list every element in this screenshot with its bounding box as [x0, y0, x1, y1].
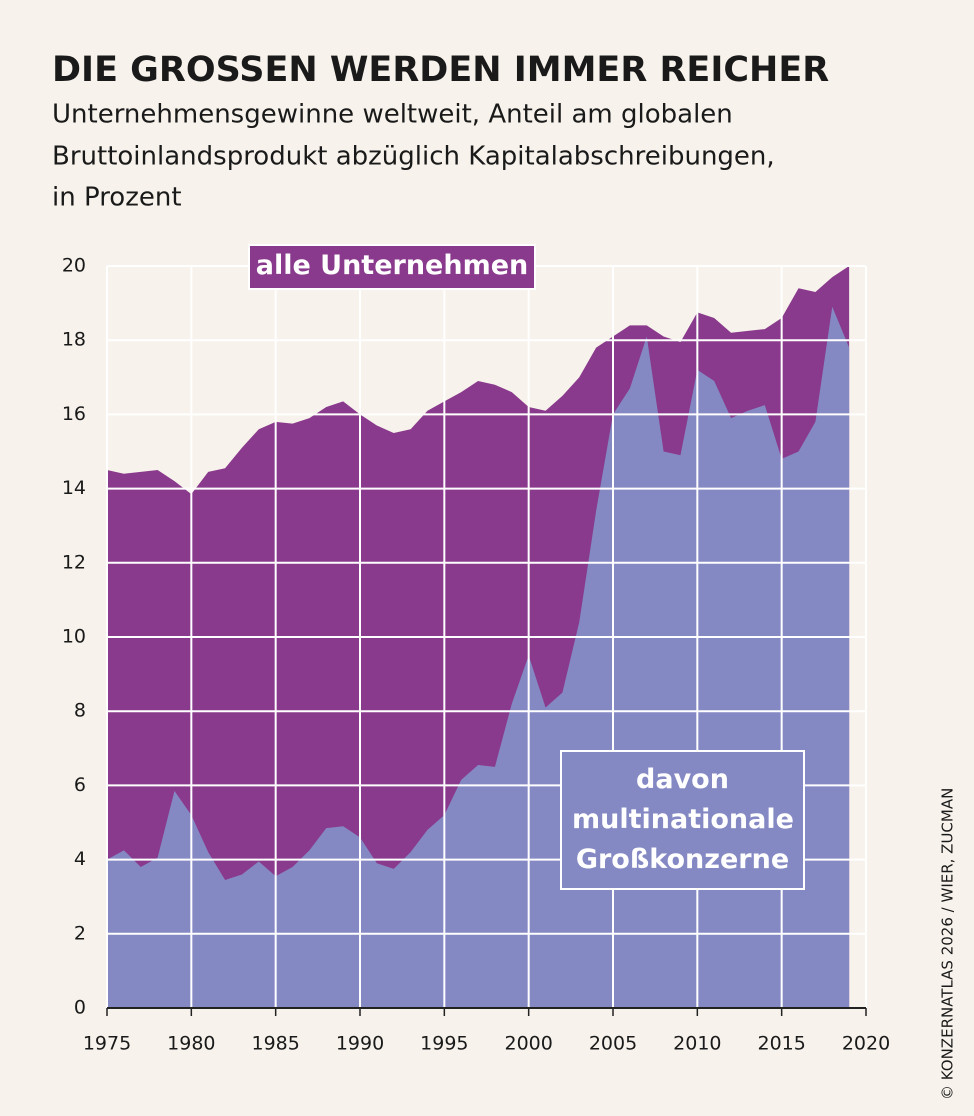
- y-tick-label: 10: [62, 626, 86, 648]
- y-tick-label: 16: [62, 403, 86, 425]
- x-tick-label: 2000: [504, 1033, 552, 1055]
- y-tick-label: 8: [74, 700, 86, 722]
- chart-title: DIE GROSSEN WERDEN IMMER REICHER: [52, 50, 829, 90]
- x-tick-label: 1990: [336, 1033, 384, 1055]
- y-tick-label: 0: [74, 997, 86, 1019]
- y-tick-label: 12: [62, 551, 86, 573]
- series-label: alle Unternehmen: [248, 244, 536, 290]
- x-tick-label: 2005: [589, 1033, 637, 1055]
- y-tick-label: 20: [62, 255, 86, 277]
- x-tick-label: 1995: [420, 1033, 468, 1055]
- series-label: davon multinationale Großkonzerne: [560, 750, 805, 890]
- subtitle: Bruttoinlandsprodukt abzüglich Kapitalab…: [52, 142, 775, 172]
- x-tick-label: 2010: [673, 1033, 721, 1055]
- x-tick-label: 1975: [83, 1033, 131, 1055]
- y-tick-label: 6: [74, 774, 86, 796]
- x-tick-label: 2020: [842, 1033, 890, 1055]
- x-tick-label: 1985: [251, 1033, 299, 1055]
- subtitle: Unternehmensgewinne weltweit, Anteil am …: [52, 100, 733, 130]
- x-tick-label: 2015: [757, 1033, 805, 1055]
- y-tick-label: 18: [62, 329, 86, 351]
- y-tick-label: 2: [74, 922, 86, 944]
- x-tick-label: 1980: [167, 1033, 215, 1055]
- y-tick-label: 4: [74, 848, 86, 870]
- subtitle: in Prozent: [52, 183, 182, 213]
- credit: © KONZERNATLAS 2026 / WIER, ZUCMAN: [939, 788, 957, 1100]
- y-tick-label: 14: [62, 477, 86, 499]
